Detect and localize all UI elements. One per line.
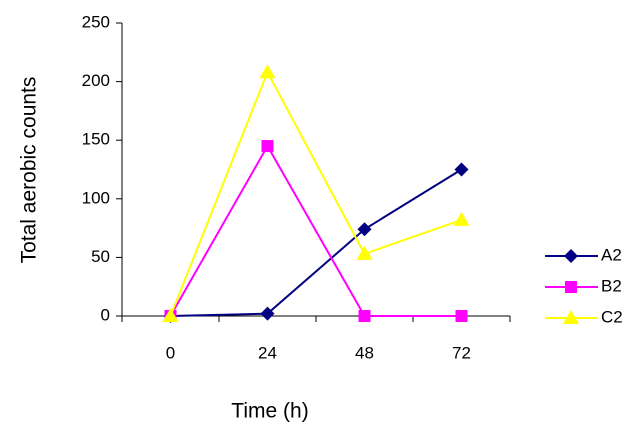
series-line	[169, 69, 462, 317]
x-axis-title: Time (h)	[231, 400, 308, 423]
data-point	[358, 310, 371, 322]
data-point	[356, 245, 373, 260]
data-point	[162, 308, 179, 322]
legend-label: A2	[601, 245, 622, 264]
x-tick-label: 0	[166, 343, 175, 362]
data-point	[261, 140, 274, 153]
series-line	[169, 144, 462, 317]
data-point	[453, 211, 470, 226]
x-tick-label: 48	[355, 343, 374, 362]
x-tick-label: 24	[258, 343, 277, 362]
y-tick-label: 0	[101, 305, 110, 324]
y-axis-title: Total aerobic counts	[18, 77, 41, 264]
y-tick-label: 250	[82, 12, 110, 31]
y-tick-label: 50	[91, 247, 110, 266]
legend-label: C2	[601, 307, 623, 326]
legend-label: B2	[601, 276, 622, 295]
data-point	[454, 162, 469, 177]
legend-marker	[563, 310, 579, 324]
x-tick-label: 72	[452, 343, 471, 362]
series-line	[170, 168, 463, 317]
data-point	[357, 222, 372, 237]
y-tick-label: 200	[82, 71, 110, 90]
y-tick-label: 150	[82, 130, 110, 149]
data-point	[260, 306, 275, 321]
legend-marker	[564, 249, 578, 263]
data-point	[259, 64, 276, 79]
legend-marker	[565, 281, 577, 293]
data-point	[455, 310, 468, 322]
y-tick-label: 100	[82, 188, 110, 207]
